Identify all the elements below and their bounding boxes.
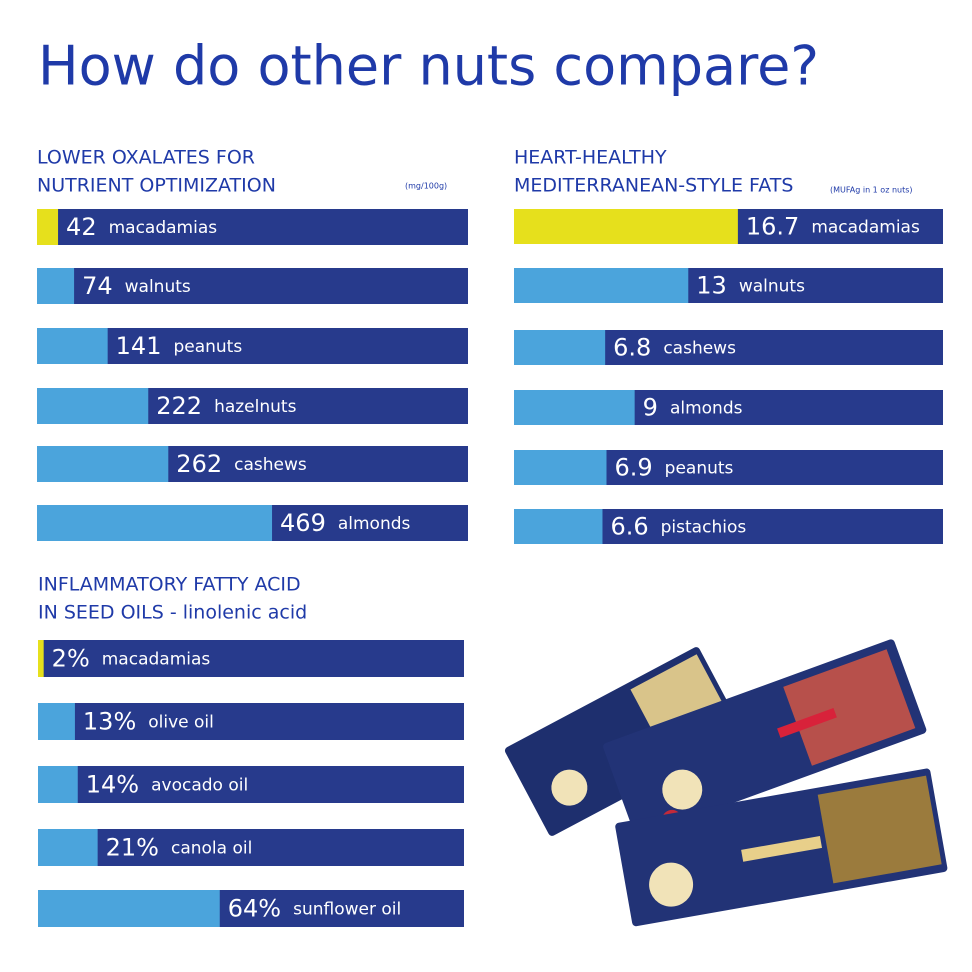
bar [514,268,689,303]
category-label: walnuts [739,277,805,297]
bar [38,640,44,677]
chart-title: INFLAMMATORY FATTY ACID [38,574,301,596]
value-label: 262 [176,450,222,478]
category-label: avocado oil [151,776,248,796]
value-label: 222 [156,392,202,420]
chart-title: LOWER OXALATES FOR [37,147,255,169]
chart-title: HEART-HEALTHY [514,147,667,169]
value-label: 6.8 [613,334,651,362]
category-label: peanuts [665,459,734,479]
value-label: 6.9 [615,454,653,482]
value-label: 16.7 [746,213,799,241]
value-label: 469 [280,509,326,537]
value-label: 74 [82,272,113,300]
bar-track [38,703,464,740]
bar [514,209,738,244]
value-label: 141 [116,332,162,360]
value-label: 42 [66,213,97,241]
chart-title: MEDITERRANEAN-STYLE FATS [514,175,793,197]
bar-track [38,766,464,803]
category-label: macadamias [811,218,920,238]
bar [38,703,75,740]
bar [38,766,78,803]
bar [514,509,603,544]
bar [37,388,149,424]
category-label: almonds [338,514,411,534]
category-label: macadamias [102,650,211,670]
bar-track [38,640,464,677]
bar [37,268,75,304]
bar [514,450,607,485]
bar [37,209,59,245]
value-label: 13% [83,708,136,736]
value-label: 9 [643,394,658,422]
category-label: canola oil [171,839,252,859]
category-label: walnuts [125,277,191,297]
chart-title: IN SEED OILS - linolenic acid [38,602,307,624]
value-label: 14% [86,771,139,799]
bar [38,890,220,927]
category-label: cashews [234,455,307,475]
product-image [504,639,948,927]
page-title: How do other nuts compare? [38,35,819,98]
chart-title: NUTRIENT OPTIMIZATION [37,175,276,197]
bar-track [37,268,468,304]
category-label: cashews [663,339,736,359]
unit-label: (MUFAg in 1 oz nuts) [830,186,913,195]
bar [37,505,273,541]
category-label: olive oil [148,713,214,733]
bar [514,390,635,425]
unit-label: (mg/100g) [405,182,447,191]
category-label: sunflower oil [293,900,401,920]
bar [514,330,606,365]
category-label: macadamias [109,218,218,238]
value-label: 13 [696,272,727,300]
bar [38,829,98,866]
value-label: 6.6 [610,513,648,541]
bar-track [37,209,468,245]
value-label: 2% [52,645,90,673]
bar [37,446,169,482]
category-label: almonds [670,399,743,419]
value-label: 21% [106,834,159,862]
bar-track [38,829,464,866]
category-label: pistachios [661,518,747,538]
category-label: peanuts [173,337,242,357]
bar-track [37,328,468,364]
value-label: 64% [228,895,281,923]
bar [37,328,108,364]
category-label: hazelnuts [214,397,297,417]
